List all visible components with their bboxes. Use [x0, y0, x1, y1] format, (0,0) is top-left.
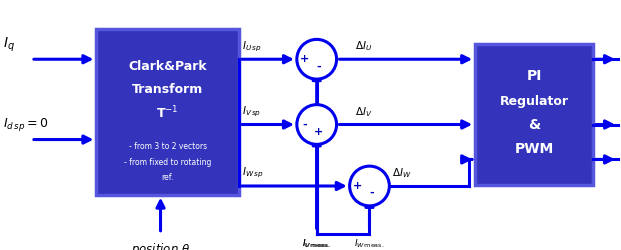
Text: $I_{U\,sp}$: $I_{U\,sp}$: [242, 39, 262, 54]
Text: Clark&Park: Clark&Park: [129, 60, 207, 73]
Text: position $\theta$: position $\theta$: [131, 240, 190, 250]
Bar: [96, 30, 239, 195]
Text: ref.: ref.: [161, 172, 174, 181]
Ellipse shape: [297, 105, 337, 145]
Text: Transform: Transform: [132, 83, 203, 96]
Text: T$^{-1}$: T$^{-1}$: [156, 104, 179, 121]
Text: $I_{V\,\mathrm{meas.}}$: $I_{V\,\mathrm{meas.}}$: [302, 236, 331, 249]
Text: &: &: [528, 118, 540, 132]
Text: +: +: [314, 126, 324, 136]
Text: +: +: [353, 180, 362, 190]
Text: $\Delta I_W$: $\Delta I_W$: [392, 166, 412, 179]
Text: $I_{U\,\mathrm{meas.}}$: $I_{U\,\mathrm{meas.}}$: [302, 236, 331, 249]
Text: - from 3 to 2 vectors: - from 3 to 2 vectors: [129, 141, 207, 150]
Text: $I_{W\,\mathrm{meas.}}$: $I_{W\,\mathrm{meas.}}$: [355, 236, 384, 249]
Text: Regulator: Regulator: [499, 94, 569, 108]
Text: PI: PI: [527, 69, 542, 83]
Text: $I_{d\,sp} = 0$: $I_{d\,sp} = 0$: [3, 115, 48, 132]
Ellipse shape: [350, 166, 389, 206]
Text: -: -: [302, 119, 307, 129]
Text: -: -: [369, 187, 374, 197]
Ellipse shape: [297, 40, 337, 80]
Text: - from fixed to rotating: - from fixed to rotating: [124, 158, 211, 166]
Text: $\Delta I_V$: $\Delta I_V$: [355, 104, 373, 118]
Bar: [475, 45, 593, 185]
Text: $I_{W\,sp}$: $I_{W\,sp}$: [242, 165, 264, 180]
Text: +: +: [300, 54, 309, 64]
Text: $\Delta I_U$: $\Delta I_U$: [355, 40, 373, 53]
Text: $I_q$: $I_q$: [3, 36, 15, 54]
Text: -: -: [316, 61, 321, 71]
Text: PWM: PWM: [514, 142, 554, 156]
Text: $I_{V\,sp}$: $I_{V\,sp}$: [242, 104, 261, 118]
